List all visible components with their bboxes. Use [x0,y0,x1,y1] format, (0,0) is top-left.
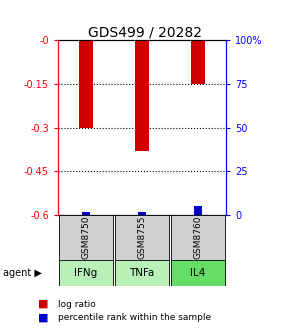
Bar [115,215,169,260]
Text: GSM8750: GSM8750 [81,216,90,259]
Text: percentile rank within the sample: percentile rank within the sample [58,313,211,322]
Bar [59,260,113,286]
Text: GSM8755: GSM8755 [137,216,147,259]
Text: agent ▶: agent ▶ [3,268,42,278]
Bar [79,40,93,128]
Bar [191,40,205,84]
Text: IFNg: IFNg [75,268,98,278]
Bar [138,212,146,215]
Text: TNFa: TNFa [129,268,155,278]
Text: GDS499 / 20282: GDS499 / 20282 [88,25,202,39]
Bar [82,212,90,215]
Bar [135,40,149,151]
Bar [59,215,113,260]
Bar [115,260,169,286]
Bar [171,215,225,260]
Text: IL4: IL4 [191,268,206,278]
Text: ■: ■ [38,312,48,323]
Text: GSM8760: GSM8760 [194,216,203,259]
Bar [194,206,202,215]
Bar [171,260,225,286]
Text: log ratio: log ratio [58,300,96,308]
Text: ■: ■ [38,299,48,309]
